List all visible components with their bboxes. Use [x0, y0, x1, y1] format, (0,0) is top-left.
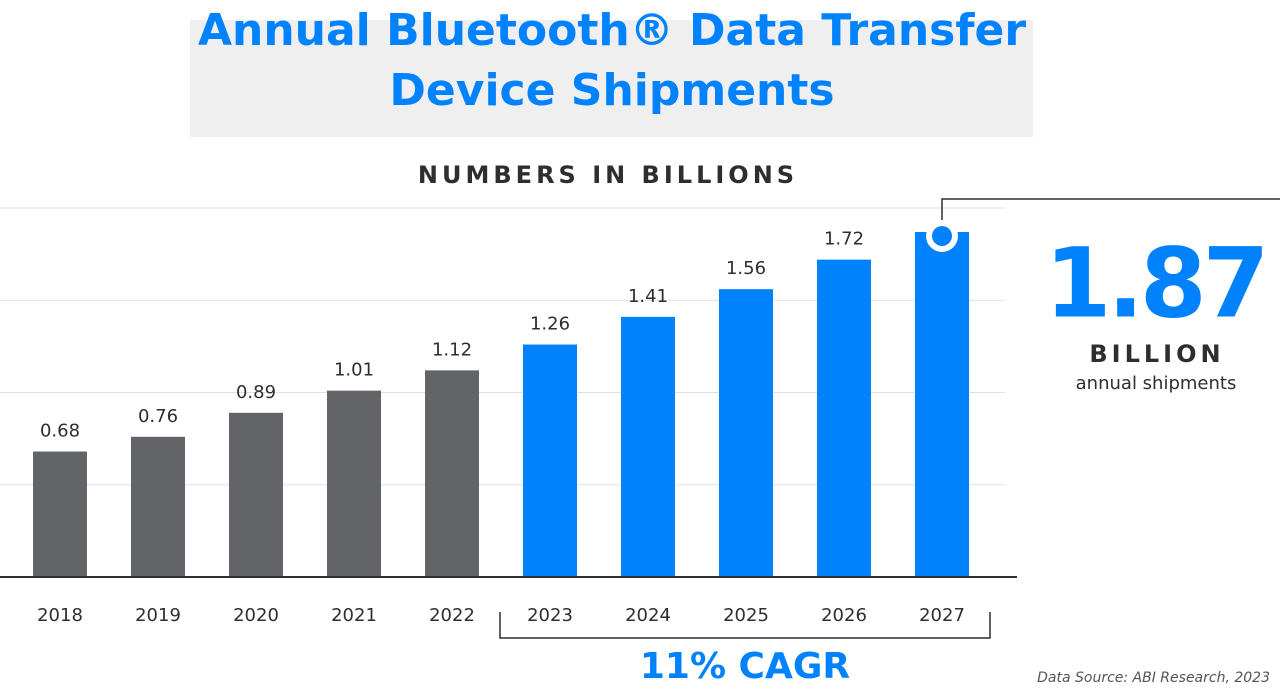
x-tick-label: 2026 — [821, 605, 867, 626]
value-label: 1.72 — [824, 229, 864, 250]
chart-subtitle: NUMBERS IN BILLIONS — [418, 161, 798, 189]
source: Data Source: ABI Research, 2023 — [1037, 670, 1270, 686]
bar — [915, 231, 969, 578]
bar — [621, 316, 675, 577]
x-tick-label: 2025 — [723, 605, 769, 626]
x-tick-label: 2024 — [625, 605, 671, 626]
value-label: 0.68 — [40, 421, 80, 442]
bar — [131, 436, 185, 577]
x-tick-label: 2018 — [37, 605, 83, 626]
x-tick-label: 2019 — [135, 605, 181, 626]
value-label: 0.76 — [138, 406, 178, 427]
x-tick-label: 2022 — [429, 605, 475, 626]
value-label: 0.89 — [236, 382, 276, 403]
callout-value: 1.87 — [1045, 227, 1266, 339]
cagr-bracket — [499, 612, 991, 639]
title-box — [190, 20, 1033, 137]
bar — [33, 451, 87, 577]
x-tick-label: 2021 — [331, 605, 377, 626]
x-tick-label: 2020 — [233, 605, 279, 626]
bar — [719, 289, 773, 577]
value-label: 1.01 — [334, 360, 374, 381]
marker-dot — [932, 225, 952, 246]
bar — [425, 370, 479, 577]
value-label: 1.56 — [726, 258, 766, 279]
bar — [229, 412, 283, 577]
x-tick-label: 2027 — [919, 605, 965, 626]
chart-title: Annual Bluetooth® Data Transfer Device Sh… — [198, 5, 1026, 116]
bar — [327, 390, 381, 577]
bar — [817, 259, 871, 577]
callout-unit: BILLION — [1089, 340, 1224, 368]
x-tick-label: 2023 — [527, 605, 573, 626]
bar — [523, 344, 577, 577]
value-label: 1.41 — [628, 286, 668, 307]
value-label: 1.12 — [432, 339, 472, 360]
callout-text: annual shipments — [1076, 373, 1237, 394]
cagr-label: 11% CAGR — [640, 646, 850, 687]
value-label: 1.26 — [530, 314, 570, 335]
callout-line — [941, 198, 1280, 222]
